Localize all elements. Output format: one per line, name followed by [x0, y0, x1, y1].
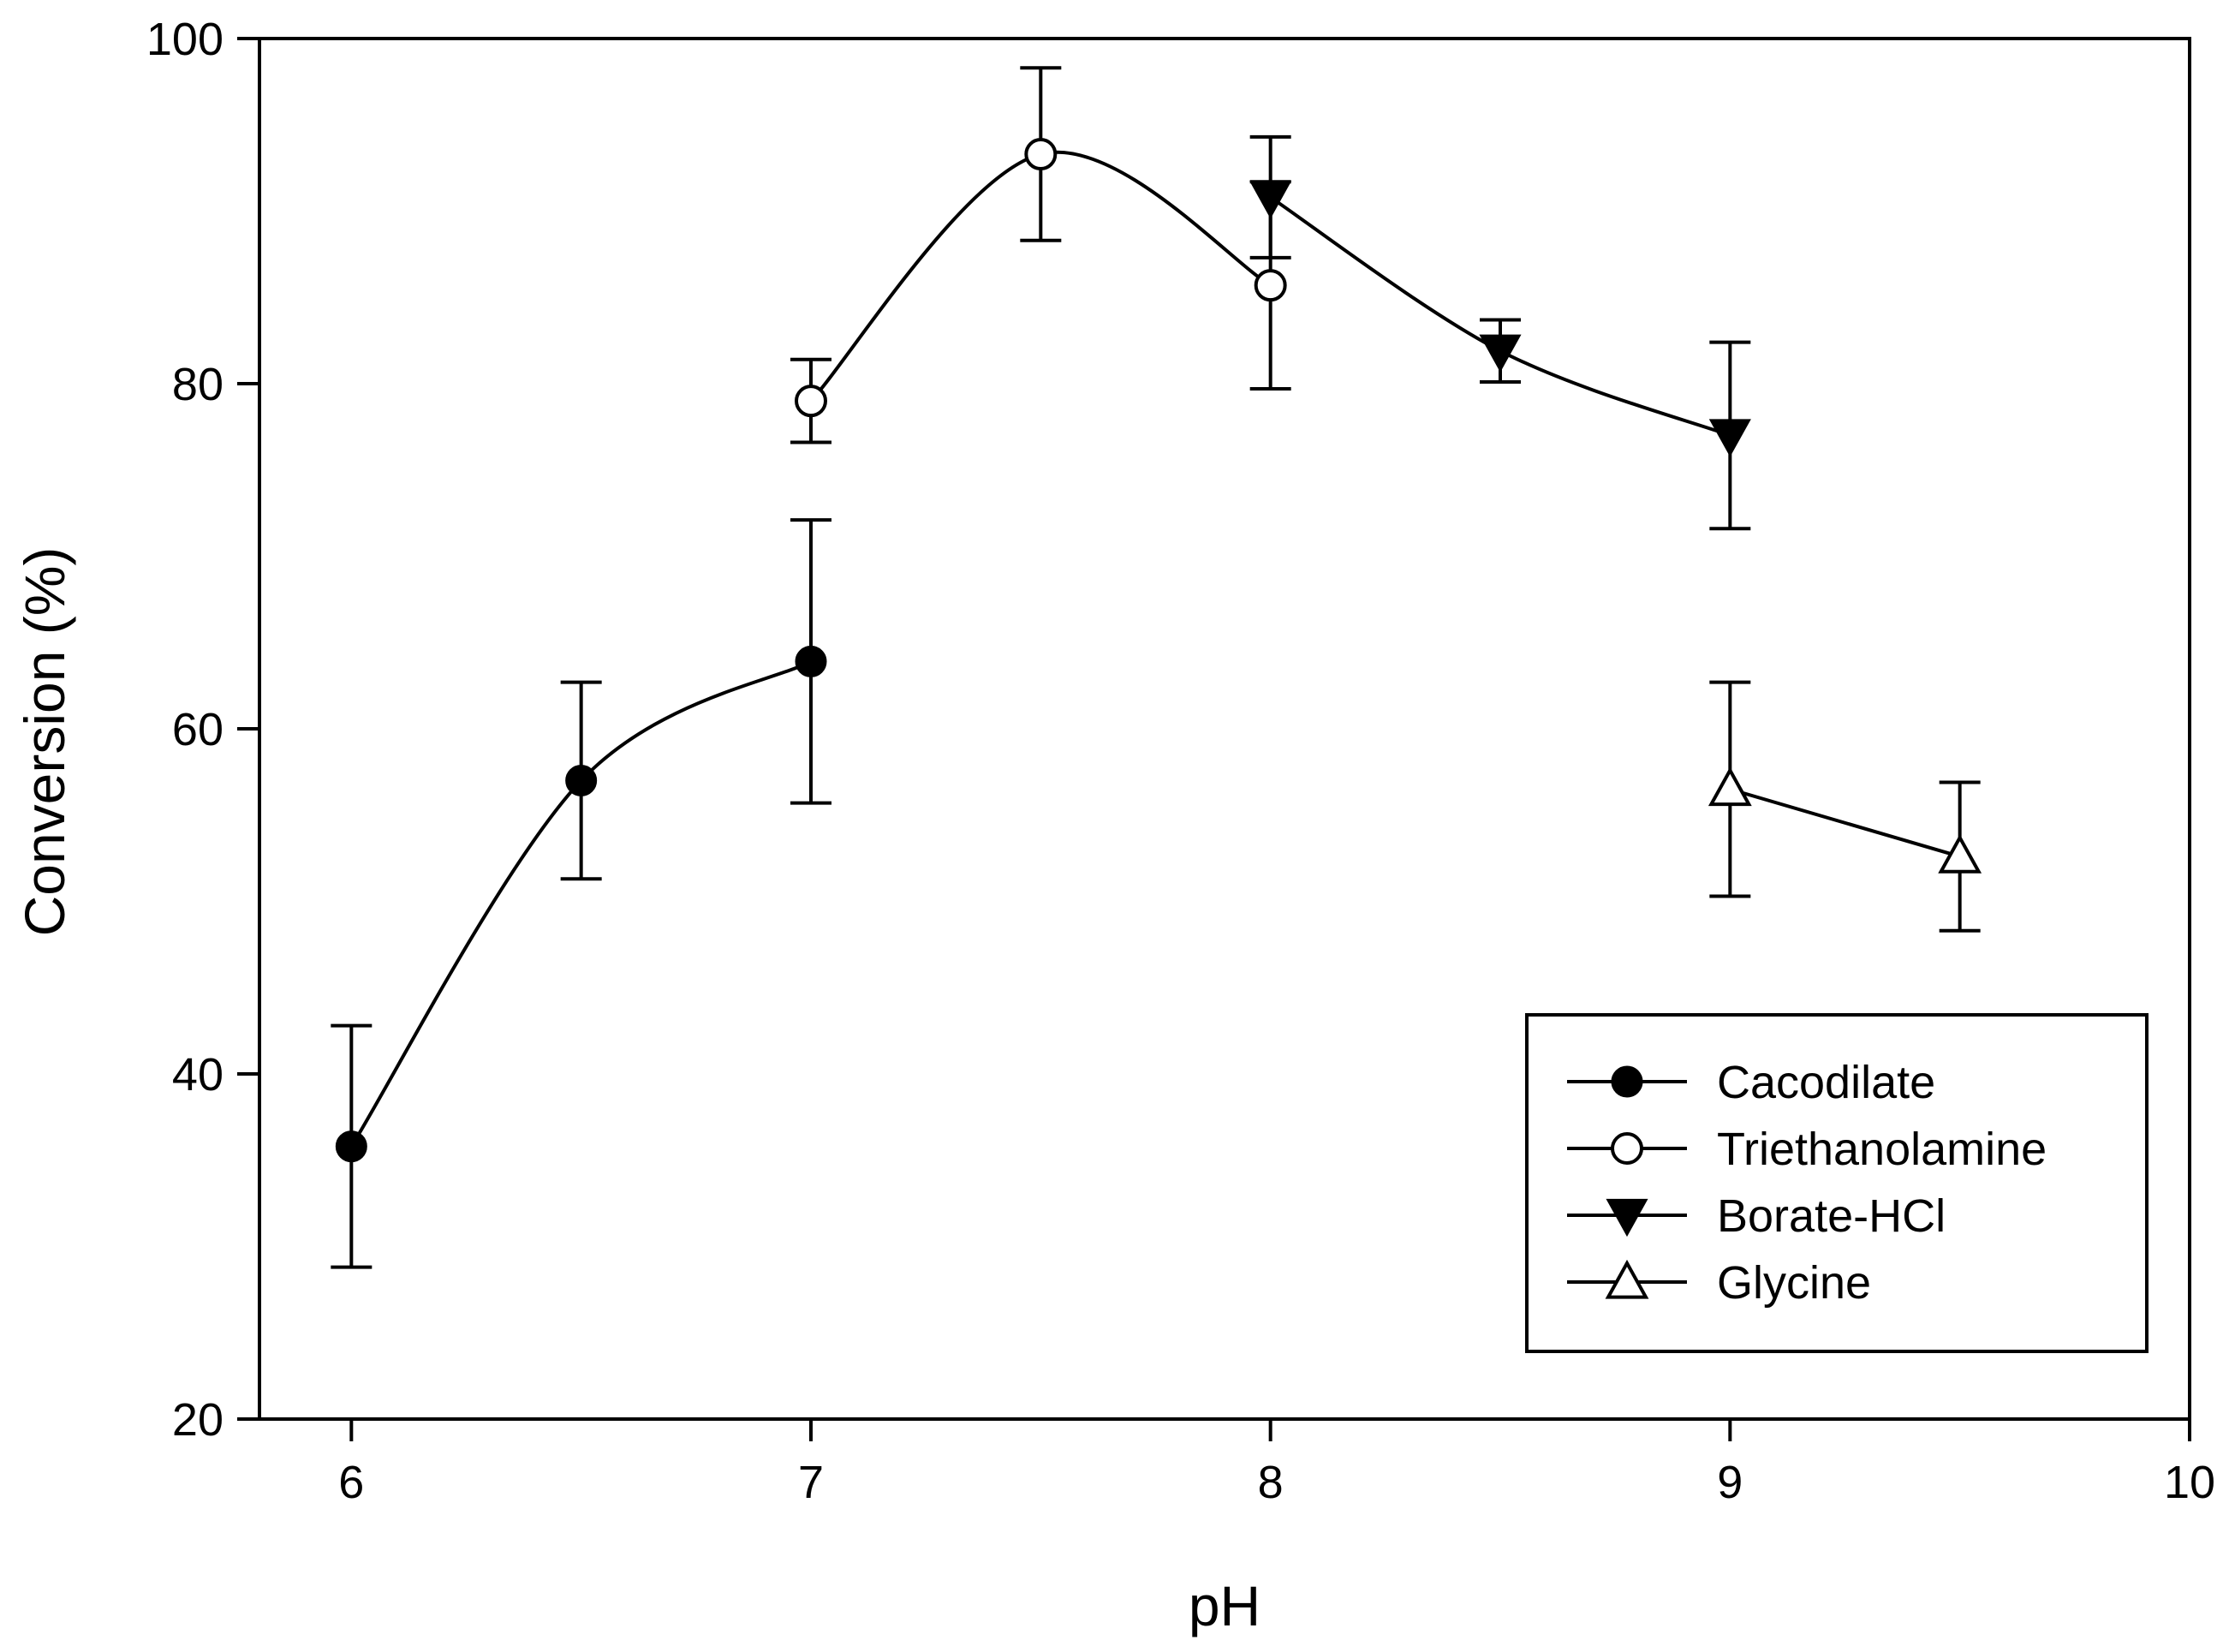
legend-item: Cacodilate: [1567, 1057, 1935, 1108]
y-axis-title: Conversion (%): [13, 547, 76, 937]
legend-marker: [1611, 1132, 1643, 1165]
data-point: [1254, 269, 1287, 302]
data-point: [1708, 766, 1752, 807]
x-tick-label: 8: [1258, 1457, 1284, 1508]
data-point: [1024, 138, 1058, 171]
data-point: [565, 764, 598, 796]
x-tick-label: 9: [1717, 1457, 1743, 1508]
series-layer: [331, 66, 1982, 1269]
axes-layer: 6 7 8 9 10 20 40 60 80 100: [146, 14, 2215, 1508]
x-tick-label: 6: [338, 1457, 364, 1508]
x-tick-label: 7: [798, 1457, 824, 1508]
data-point: [1249, 181, 1292, 219]
legend: Cacodilate Triethanolamine Borate-HCl Glyci…: [1525, 1013, 2149, 1353]
legend-label: Glycine: [1717, 1257, 1871, 1309]
legend-marker: [1606, 1198, 1648, 1238]
series-line: [349, 659, 812, 1148]
data-point: [1938, 833, 1982, 874]
x-axis-title: pH: [1189, 1574, 1261, 1637]
data-point: [335, 1130, 367, 1163]
series-borate-hcl: [1249, 134, 1751, 531]
legend-marker: [1605, 1259, 1649, 1299]
legend-item: Glycine: [1567, 1257, 1871, 1309]
data-point: [795, 645, 827, 677]
data-point: [1708, 419, 1751, 457]
legend-label: Cacodilate: [1717, 1057, 1935, 1108]
x-tick-label: 10: [2164, 1457, 2215, 1508]
y-tick-label: 100: [146, 14, 223, 65]
data-point: [1479, 334, 1522, 373]
data-point: [795, 385, 827, 418]
legend-label: Triethanolamine: [1717, 1124, 2047, 1175]
y-tick-label: 80: [172, 359, 223, 410]
y-tick-label: 20: [172, 1394, 223, 1446]
series-line: [1729, 787, 1961, 859]
series-cacodilate: [331, 518, 831, 1269]
series-glycine: [1708, 680, 1982, 933]
legend-item: Triethanolamine: [1567, 1124, 2047, 1175]
legend-marker: [1611, 1065, 1643, 1098]
legend-label: Borate-HCl: [1717, 1190, 1946, 1242]
y-tick-label: 40: [172, 1049, 223, 1100]
y-tick-label: 60: [172, 704, 223, 755]
legend-item: Borate-HCl: [1567, 1190, 1946, 1242]
